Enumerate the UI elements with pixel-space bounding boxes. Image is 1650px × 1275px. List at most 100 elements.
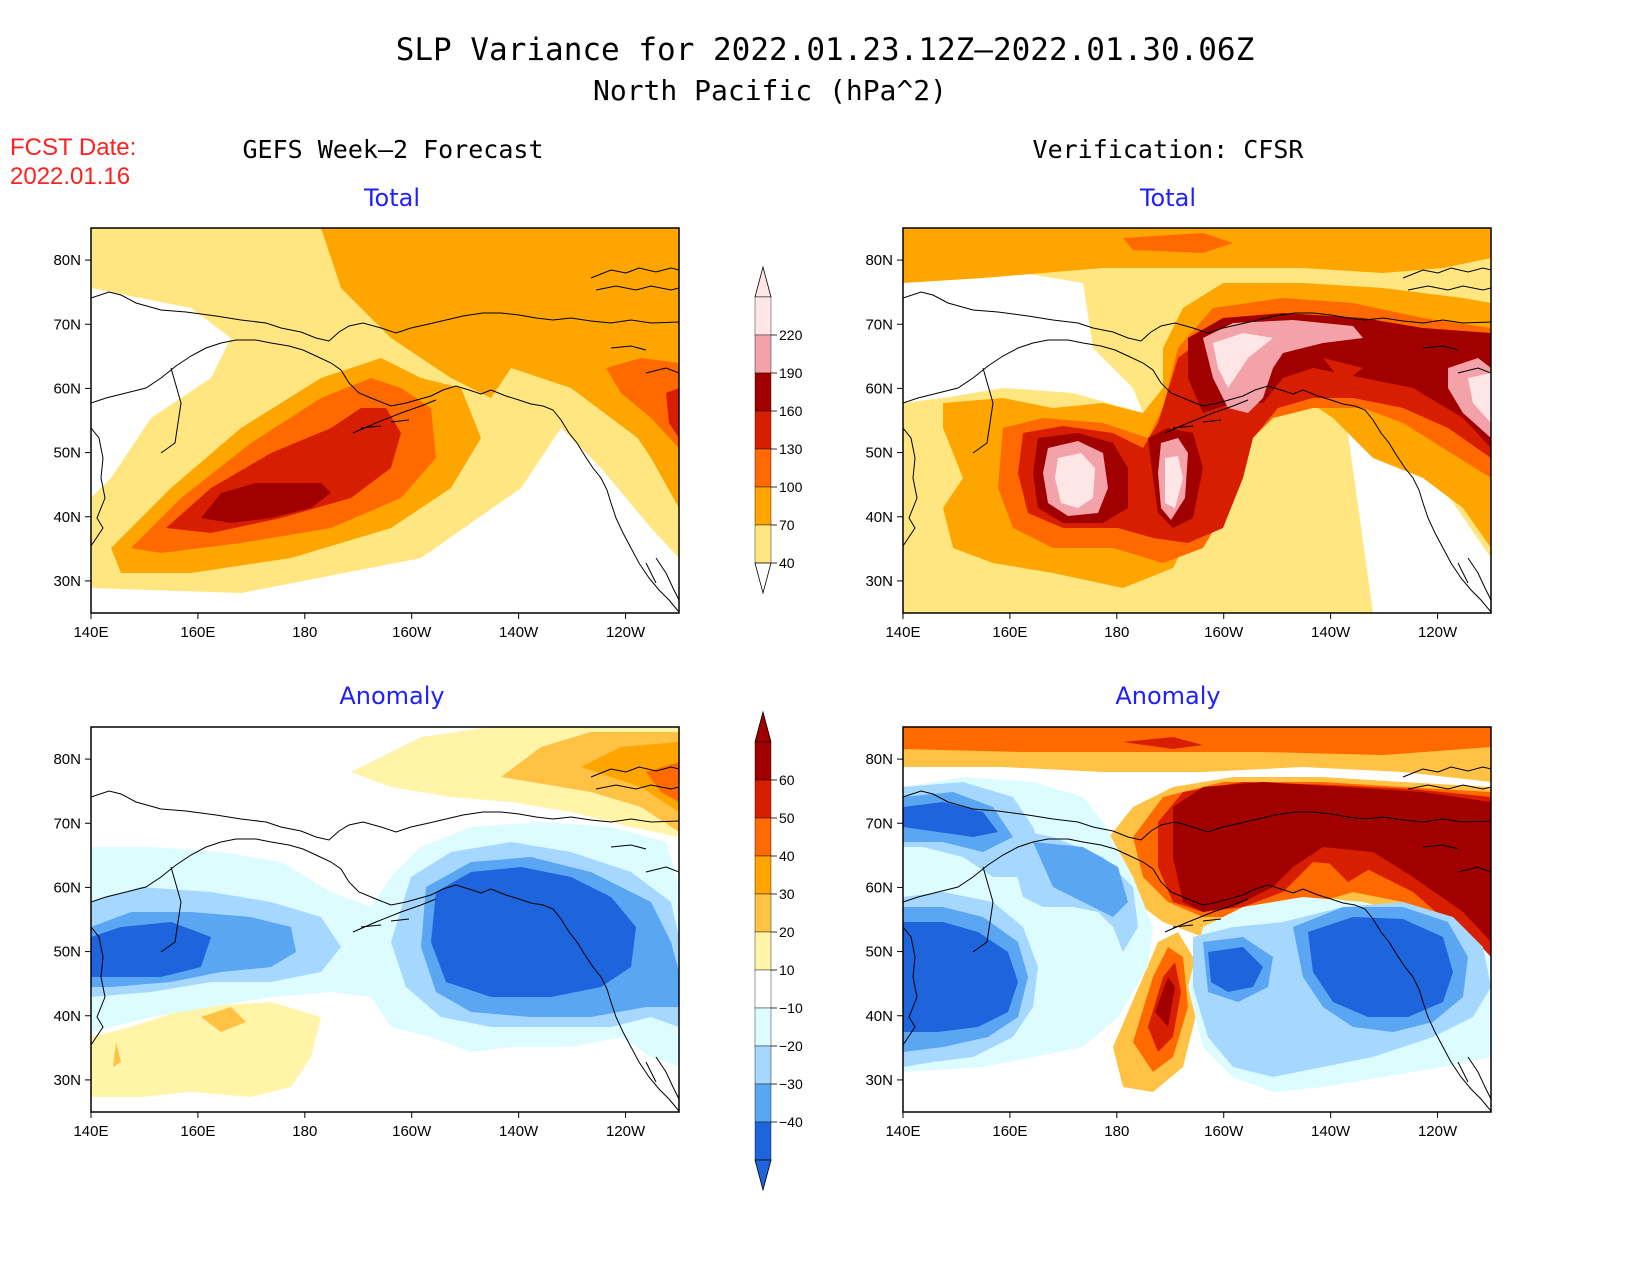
colorbar-swatch <box>754 1045 772 1085</box>
lon-label: 160W <box>1204 624 1244 641</box>
colorbar-total: 220 190 160 130 100 70 40 <box>754 265 803 595</box>
colorbar-swatch <box>754 524 772 564</box>
lat-label: 80N <box>53 751 81 768</box>
colorbar-swatch <box>754 486 772 526</box>
colorbar-level-label: 20 <box>779 924 795 940</box>
lat-label: 60N <box>865 380 893 397</box>
lat-label: 70N <box>865 316 893 333</box>
lat-label: 40N <box>865 1008 893 1025</box>
lon-label: 180 <box>292 624 317 641</box>
colorbar-level-label: −30 <box>779 1076 803 1092</box>
colorbar-top-arrow <box>754 710 772 743</box>
colorbar-swatch <box>754 1121 772 1161</box>
lon-label: 140W <box>499 624 539 641</box>
lon-label: 140E <box>885 1123 920 1140</box>
colorbar-level-label: −10 <box>779 1000 803 1016</box>
colorbar-level-label: 40 <box>779 555 795 571</box>
left-column-title: GEFS Week–2 Forecast <box>242 135 543 164</box>
lon-label: 140W <box>499 1123 539 1140</box>
lon-label: 160W <box>1204 1123 1244 1140</box>
lon-label: 160E <box>992 1123 1027 1140</box>
lat-label: 80N <box>865 252 893 269</box>
colorbar-swatch <box>754 410 772 450</box>
colorbar-level-label: 130 <box>779 441 803 457</box>
right-column-title: Verification: CFSR <box>1033 135 1305 164</box>
lat-label: 70N <box>53 316 81 333</box>
lat-label: 50N <box>865 445 893 462</box>
colorbar-swatch <box>754 1083 772 1123</box>
panel-subtitle-verification-total: Total <box>1139 184 1196 212</box>
colorbar-level-label: 100 <box>779 479 803 495</box>
colorbar-level-label: 70 <box>779 517 795 533</box>
lat-label: 70N <box>865 815 893 832</box>
colorbar-swatch <box>754 741 772 781</box>
map-frames: 80N 70N 60N 50N 40N 30N 140E 160E 180 160W 140W 120… <box>53 227 1492 1140</box>
colorbar-swatch <box>754 931 772 971</box>
colorbar-swatch <box>754 296 772 336</box>
colorbar-swatch <box>754 372 772 412</box>
lon-label: 160E <box>180 1123 215 1140</box>
lon-label: 180 <box>1104 1123 1129 1140</box>
lat-label: 30N <box>865 573 893 590</box>
colorbar-level-label: 220 <box>779 327 803 343</box>
colorbar-swatch <box>754 893 772 933</box>
lon-label: 140E <box>885 624 920 641</box>
colorbar-swatch <box>754 334 772 374</box>
colorbar-level-label: −20 <box>779 1038 803 1054</box>
lon-label: 140E <box>73 624 108 641</box>
map-panel-verification-total <box>903 228 1491 613</box>
colorbar-level-label: 30 <box>779 886 795 902</box>
lat-label: 40N <box>865 509 893 526</box>
map-panel-forecast-anomaly <box>91 727 679 1112</box>
lon-label: 140E <box>73 1123 108 1140</box>
map-frame-forecast-total <box>90 227 680 614</box>
panel-subtitle-forecast-total: Total <box>363 184 420 212</box>
lat-label: 50N <box>865 944 893 961</box>
lon-label: 160E <box>992 624 1027 641</box>
lon-label: 180 <box>1104 624 1129 641</box>
lat-label: 70N <box>53 815 81 832</box>
colorbar-swatch <box>754 448 772 488</box>
colorbar-level-label: −40 <box>779 1114 803 1130</box>
lat-label: 30N <box>53 573 81 590</box>
lon-label: 120W <box>606 624 646 641</box>
lat-label: 30N <box>53 1072 81 1089</box>
colorbar-level-label: 40 <box>779 848 795 864</box>
lon-label: 160W <box>392 1123 432 1140</box>
fcst-date-value: 2022.01.16 <box>10 163 130 190</box>
lat-label: 80N <box>53 252 81 269</box>
colorbar-bottom-arrow <box>754 1159 772 1192</box>
lon-label: 120W <box>606 1123 646 1140</box>
main-title: SLP Variance for 2022.01.23.12Z–2022.01.… <box>396 32 1255 68</box>
panel-subtitle-forecast-anomaly: Anomaly <box>339 682 444 710</box>
lon-label: 160E <box>180 624 215 641</box>
colorbar-swatch <box>754 855 772 895</box>
colorbar-level-label: 160 <box>779 403 803 419</box>
lat-label: 30N <box>865 1072 893 1089</box>
lon-label: 120W <box>1418 1123 1458 1140</box>
colorbar-level-label: 60 <box>779 772 795 788</box>
lon-label: 140W <box>1311 624 1351 641</box>
lat-label: 50N <box>53 445 81 462</box>
lon-label: 120W <box>1418 624 1458 641</box>
lat-label: 60N <box>53 879 81 896</box>
map-panel-forecast-total <box>91 228 679 613</box>
lat-label: 40N <box>53 1008 81 1025</box>
map-frame-verification-total <box>902 227 1492 614</box>
lat-label: 60N <box>865 879 893 896</box>
colorbar-swatch <box>754 969 772 1009</box>
colorbar-level-label: 190 <box>779 365 803 381</box>
lat-label: 80N <box>865 751 893 768</box>
colorbar-bottom-arrow <box>754 562 772 595</box>
map-frame-verification-anomaly <box>902 726 1492 1113</box>
lat-label: 40N <box>53 509 81 526</box>
colorbar-anomaly: 60 50 40 30 20 10 −10 −20 −30 −40 <box>754 710 803 1192</box>
map-frame-forecast-anomaly <box>90 726 680 1113</box>
colorbar-swatch <box>754 1007 772 1047</box>
fcst-date-label: FCST Date: <box>10 134 136 161</box>
colorbar-top-arrow <box>754 265 772 298</box>
lat-label: 60N <box>53 380 81 397</box>
colorbar-level-label: 50 <box>779 810 795 826</box>
map-panel-verification-anomaly <box>903 727 1491 1112</box>
